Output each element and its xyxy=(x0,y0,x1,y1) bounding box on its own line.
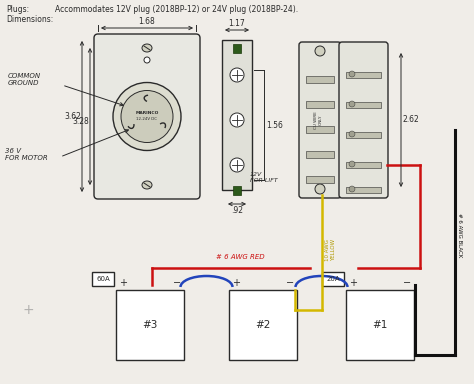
Text: 1.17: 1.17 xyxy=(228,19,246,28)
Bar xyxy=(322,272,344,286)
Circle shape xyxy=(349,101,355,107)
Text: #1: #1 xyxy=(372,320,388,330)
Bar xyxy=(116,290,184,360)
Text: 2.62: 2.62 xyxy=(403,116,420,124)
Circle shape xyxy=(349,131,355,137)
Circle shape xyxy=(230,68,244,82)
Bar xyxy=(346,132,381,138)
Bar xyxy=(233,44,241,53)
Text: Accommodates 12V plug (2018BP-12) or 24V plug (2018BP-24).: Accommodates 12V plug (2018BP-12) or 24V… xyxy=(55,5,298,14)
Bar xyxy=(229,290,297,360)
Text: #2: #2 xyxy=(255,320,271,330)
Text: 20A: 20A xyxy=(326,276,340,282)
Ellipse shape xyxy=(142,181,152,189)
Text: 12V
FOR LIFT: 12V FOR LIFT xyxy=(250,172,278,183)
Bar xyxy=(233,186,241,195)
Text: 3.28: 3.28 xyxy=(72,117,89,126)
Text: Plugs:: Plugs: xyxy=(6,5,29,14)
Bar xyxy=(306,176,334,183)
Text: 1.68: 1.68 xyxy=(138,17,155,26)
FancyBboxPatch shape xyxy=(339,42,388,198)
Bar xyxy=(306,126,334,133)
Bar xyxy=(346,72,381,78)
Text: #3: #3 xyxy=(142,320,158,330)
Text: # 6 AWG BLACK: # 6 AWG BLACK xyxy=(457,213,462,257)
Circle shape xyxy=(315,184,325,194)
Circle shape xyxy=(144,57,150,63)
Text: 12-24V DC: 12-24V DC xyxy=(137,118,157,121)
Bar xyxy=(346,162,381,168)
Circle shape xyxy=(113,83,181,151)
Text: .92: .92 xyxy=(231,206,243,215)
Circle shape xyxy=(315,46,325,56)
Ellipse shape xyxy=(142,44,152,52)
Text: 3.62: 3.62 xyxy=(64,112,81,121)
Text: 1.56: 1.56 xyxy=(266,121,283,129)
Bar xyxy=(346,102,381,108)
Circle shape xyxy=(349,71,355,77)
Bar xyxy=(346,187,381,193)
Text: +: + xyxy=(232,278,240,288)
Bar xyxy=(306,76,334,83)
Circle shape xyxy=(349,186,355,192)
Bar xyxy=(222,40,252,190)
Text: −: − xyxy=(403,278,411,288)
FancyBboxPatch shape xyxy=(94,34,200,199)
Bar xyxy=(346,290,414,360)
Text: +: + xyxy=(119,278,127,288)
FancyBboxPatch shape xyxy=(299,42,341,198)
Text: −: − xyxy=(286,278,294,288)
Text: # 6 AWG RED: # 6 AWG RED xyxy=(216,254,264,260)
Text: Dimensions:: Dimensions: xyxy=(6,15,53,24)
Circle shape xyxy=(230,158,244,172)
Circle shape xyxy=(230,113,244,127)
Text: +: + xyxy=(22,303,34,317)
Text: 36 V
FOR MOTOR: 36 V FOR MOTOR xyxy=(5,148,48,161)
Circle shape xyxy=(349,161,355,167)
Text: 10 AWG
YELLOW: 10 AWG YELLOW xyxy=(325,239,336,261)
Text: COMMON
GROUND: COMMON GROUND xyxy=(8,73,41,86)
Text: −: − xyxy=(173,278,181,288)
Text: +: + xyxy=(349,278,357,288)
Circle shape xyxy=(121,91,173,142)
Text: MARINCO: MARINCO xyxy=(135,111,159,116)
Text: CU WIRE
ONLY: CU WIRE ONLY xyxy=(314,111,322,129)
Bar xyxy=(92,272,114,286)
Bar xyxy=(306,151,334,158)
Bar xyxy=(306,101,334,108)
Text: 60A: 60A xyxy=(96,276,110,282)
